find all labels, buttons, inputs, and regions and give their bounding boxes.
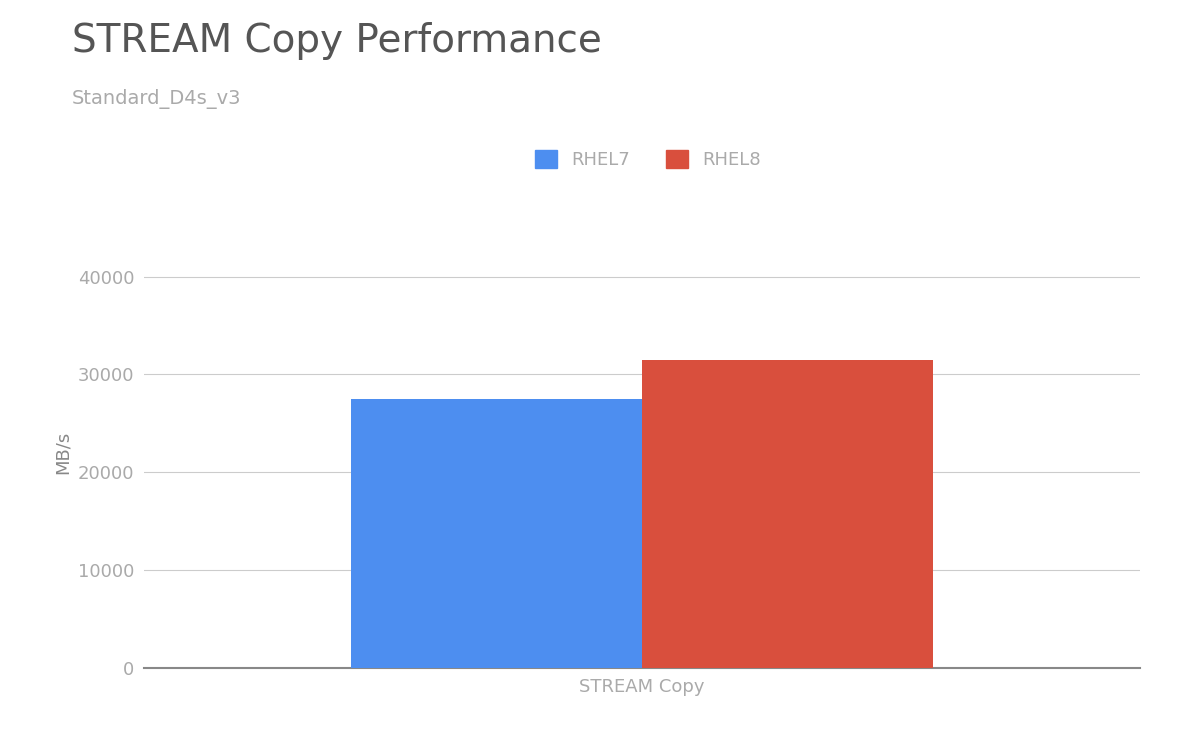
Legend: RHEL7, RHEL8: RHEL7, RHEL8	[528, 142, 768, 177]
Bar	[350, 399, 642, 668]
Text: Standard_D4s_v3: Standard_D4s_v3	[72, 89, 241, 109]
Text: STREAM Copy Performance: STREAM Copy Performance	[72, 22, 602, 60]
Y-axis label: MB/s: MB/s	[54, 431, 72, 474]
Bar	[642, 360, 934, 668]
